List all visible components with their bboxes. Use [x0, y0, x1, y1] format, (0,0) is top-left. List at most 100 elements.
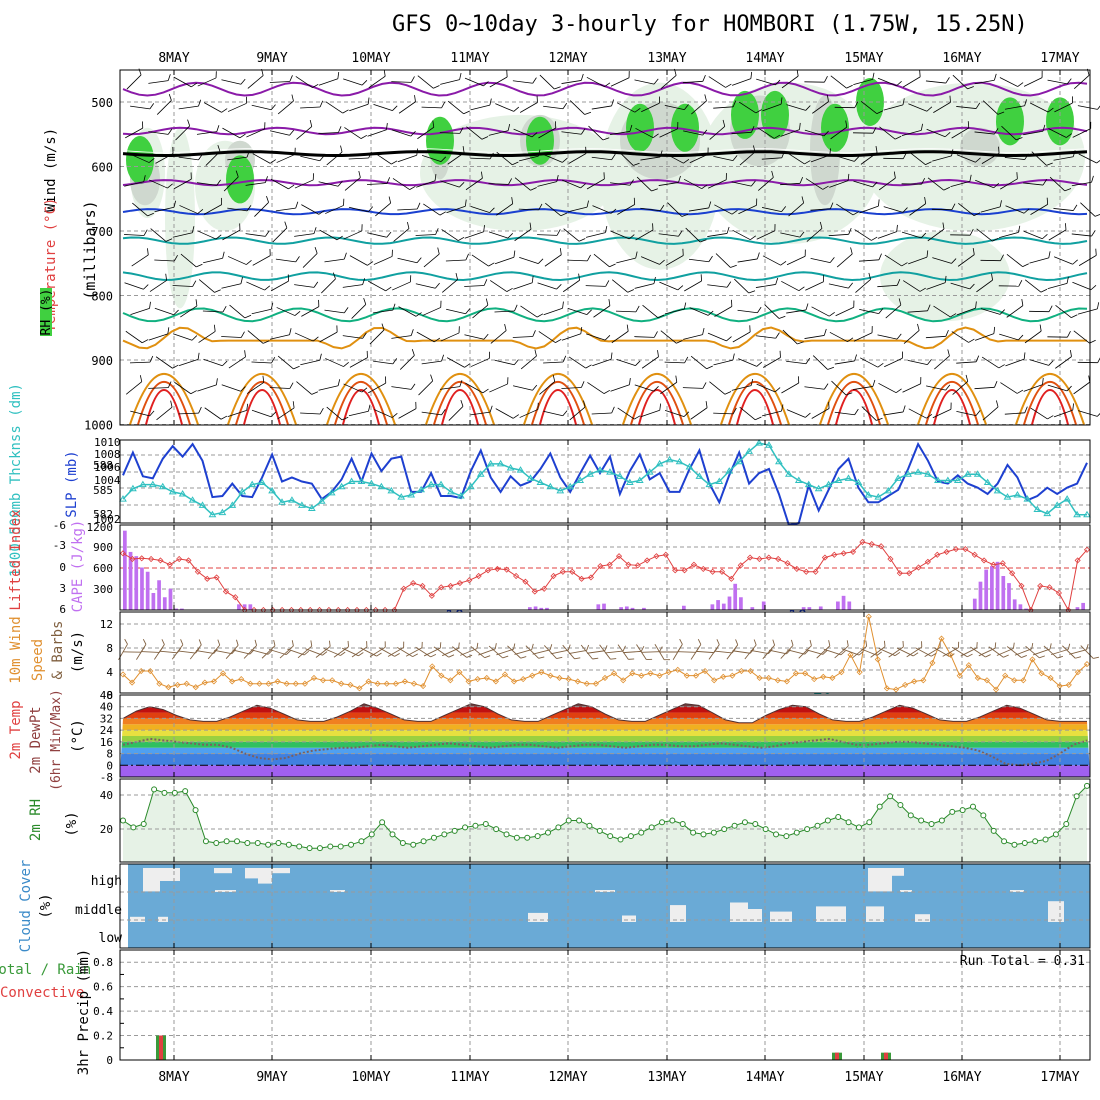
- rh-point: [959, 807, 966, 814]
- cape-bar: [682, 605, 686, 610]
- upper-panel-frame: [119, 69, 1091, 426]
- barb-shaft: [640, 207, 661, 212]
- cape-bar: [123, 530, 127, 610]
- upper-wind-barb: [1023, 230, 1048, 240]
- barb-flag: [822, 650, 828, 655]
- barb-flag: [622, 645, 626, 652]
- rh-point: [337, 843, 344, 850]
- barb-shaft: [682, 80, 703, 84]
- isotherm-contour: [122, 307, 1088, 323]
- upper-wind-barb: [417, 75, 440, 89]
- thickness-point: [765, 441, 773, 448]
- date-label-top: 12MAY: [548, 51, 587, 66]
- barb-flag: [416, 257, 422, 264]
- barb-shaft: [902, 280, 921, 292]
- upper-wind-barb: [348, 151, 372, 160]
- upper-wind-barb: [321, 272, 336, 294]
- barb-flag: [819, 221, 823, 229]
- barb-shaft: [636, 176, 652, 192]
- barb-shaft: [831, 380, 847, 396]
- thickness-axis-label: 1000-500mb Thcknss (dm): [8, 383, 24, 577]
- barb-flag: [562, 355, 567, 363]
- upper-wind-barb: [877, 77, 902, 87]
- upper-wind-barb: [227, 256, 252, 265]
- barb-shaft: [934, 355, 950, 370]
- barb-shaft: [1078, 410, 1098, 417]
- barb-flag: [780, 97, 783, 105]
- barb-flag: [312, 173, 314, 180]
- upper-wind-barb: [836, 247, 853, 268]
- barb-flag: [1024, 153, 1029, 160]
- barb-flag: [883, 640, 886, 647]
- barb-shaft: [828, 233, 849, 237]
- barb-flag: [976, 642, 978, 648]
- wind10m-barb: [433, 646, 455, 658]
- barb-shaft: [297, 645, 313, 659]
- barb-shaft: [956, 361, 977, 364]
- barb-shaft: [688, 258, 709, 263]
- rh-panel-frame: [119, 778, 1091, 863]
- barb-flag: [877, 199, 880, 207]
- barb-shaft: [520, 355, 537, 370]
- barb-flag: [416, 202, 421, 210]
- upper-wind-barb: [714, 299, 733, 317]
- barb-flag: [215, 234, 222, 240]
- lifted-index-point: [466, 577, 473, 584]
- barb-flag: [1067, 643, 1071, 650]
- barb-shaft: [1074, 75, 1090, 89]
- barb-shaft: [1071, 233, 1092, 237]
- temp-tick-label: 48: [100, 689, 113, 702]
- barb-flag: [270, 104, 276, 111]
- barb-shaft: [543, 410, 563, 417]
- barb-flag: [439, 642, 442, 649]
- barb-shaft: [348, 206, 369, 213]
- wind10m-panel-frame: [119, 611, 1091, 694]
- upper-wind-barb: [1023, 179, 1047, 186]
- slp-tick-label: 1004: [94, 474, 121, 487]
- barb-shaft: [494, 310, 515, 313]
- upper-wind-barb: [441, 272, 458, 293]
- upper-wind-barb: [324, 307, 349, 314]
- barb-flag: [149, 103, 155, 110]
- cape-tick-label: 300: [93, 583, 113, 596]
- barb-shaft: [512, 336, 533, 338]
- upper-wind-barb: [130, 103, 155, 110]
- barb-shaft: [150, 228, 167, 242]
- barb-flag: [951, 258, 957, 264]
- barb-shaft: [806, 228, 823, 242]
- precip-convective-bar: [159, 1035, 163, 1060]
- cape-bar: [134, 556, 139, 610]
- cape-bar: [1001, 576, 1006, 610]
- cloud-mid-bar: [670, 905, 686, 922]
- rh-point: [814, 822, 821, 829]
- lifted-index-point: [157, 557, 164, 564]
- isotherm-contour: [122, 326, 1087, 350]
- thickness-point: [934, 476, 942, 483]
- temp-panel-frame: [119, 694, 1091, 778]
- upper-wind-barb: [519, 149, 541, 162]
- wind10m-barb: [279, 640, 294, 659]
- upper-wind-barb: [853, 180, 878, 188]
- barb-flag: [852, 211, 860, 216]
- upper-wind-barb: [325, 198, 345, 214]
- barb-flag: [173, 200, 177, 208]
- temp-band: [120, 753, 1090, 766]
- upper-wind-barb: [956, 154, 981, 163]
- barb-flag: [804, 249, 806, 257]
- barb-shaft: [197, 230, 217, 240]
- barb-shaft: [731, 131, 752, 135]
- barb-flag: [1016, 389, 1024, 394]
- barb-shaft: [171, 644, 184, 660]
- upper-wind-barb: [902, 280, 926, 292]
- upper-wind-barb: [470, 152, 494, 160]
- upper-wind-barb: [664, 104, 689, 110]
- upper-wind-barb: [343, 224, 363, 240]
- barb-shaft: [956, 411, 977, 416]
- barb-shaft: [664, 105, 685, 110]
- upper-wind-barb: [421, 155, 447, 162]
- wind10m-point: [1020, 677, 1027, 684]
- rh-point: [607, 833, 614, 840]
- upper-wind-barb: [956, 355, 980, 364]
- warm-surface-contour: [129, 373, 199, 425]
- wind10m-point: [320, 677, 327, 684]
